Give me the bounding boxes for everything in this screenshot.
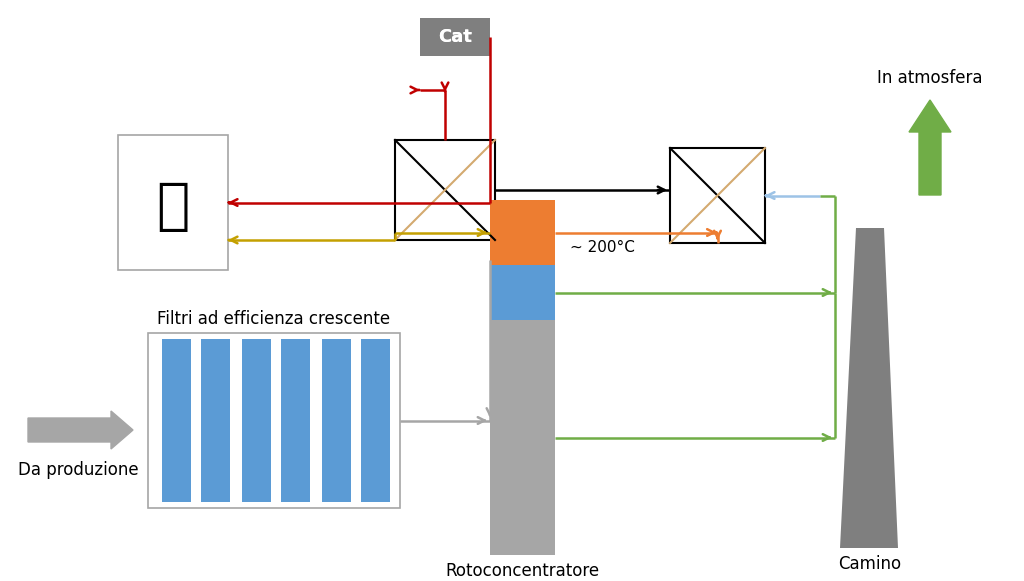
Bar [162, 339, 230, 502]
Text: Camino: Camino [839, 555, 901, 573]
Text: Cat: Cat [438, 28, 472, 46]
Text: Filtri ad efficienza crescente: Filtri ad efficienza crescente [158, 310, 390, 328]
Text: In atmosfera: In atmosfera [878, 69, 983, 87]
Bar [271, 339, 281, 502]
Text: Rotoconcentratore: Rotoconcentratore [445, 562, 600, 580]
Bar [670, 148, 765, 243]
Text: Cat: Cat [438, 28, 472, 46]
Bar [420, 18, 490, 56]
Bar [191, 339, 201, 502]
Bar [351, 339, 361, 502]
Text: ~ 200°C: ~ 200°C [570, 240, 635, 255]
Polygon shape [840, 228, 898, 548]
FancyArrow shape [28, 411, 133, 449]
Bar [148, 333, 400, 508]
Bar [490, 265, 555, 320]
Bar [322, 339, 390, 502]
Bar [395, 140, 495, 240]
Text: Da produzione: Da produzione [18, 461, 138, 479]
Bar [490, 200, 555, 265]
Bar [118, 135, 228, 270]
Bar [490, 320, 555, 555]
Text: 🔥: 🔥 [157, 181, 189, 235]
FancyArrow shape [909, 100, 951, 195]
Bar [242, 339, 310, 502]
